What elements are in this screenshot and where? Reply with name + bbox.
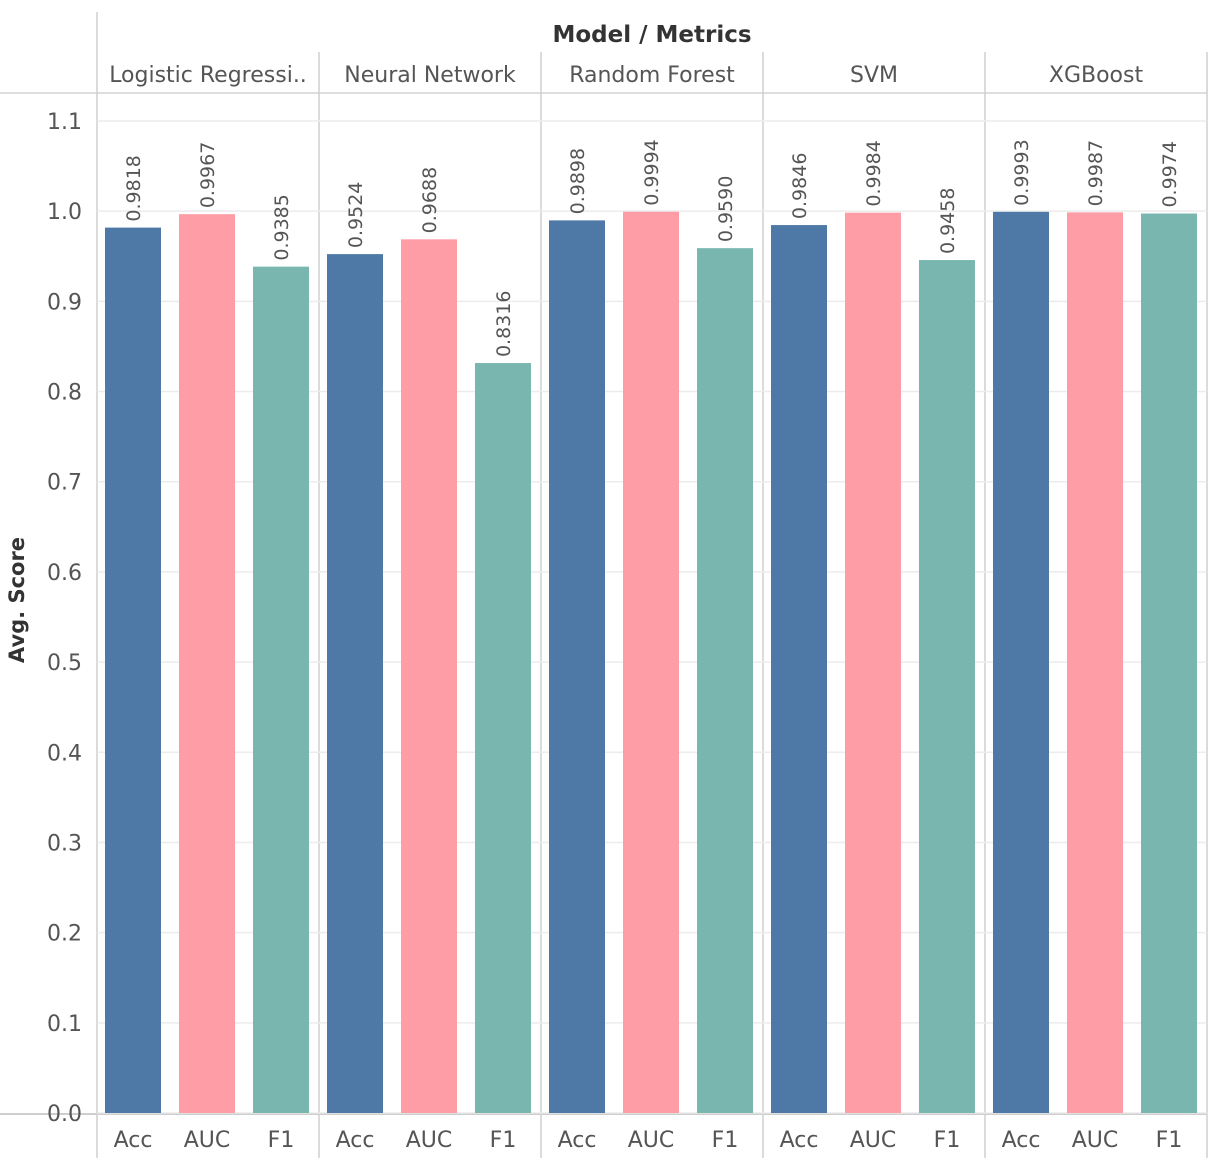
metric-label: AUC: [184, 1128, 231, 1153]
metric-label: F1: [1156, 1128, 1183, 1153]
data-label: 0.9818: [123, 155, 145, 221]
bar-acc: [327, 254, 383, 1113]
bar-auc: [1067, 212, 1123, 1113]
metric-label: AUC: [1072, 1128, 1119, 1153]
bars: [105, 211, 1197, 1114]
metric-label: Acc: [114, 1128, 153, 1153]
metric-axis-labels: Acc AUC F1 Acc AUC F1 Acc AUC F1 Acc AUC F1 Acc AUC F1: [114, 1128, 1183, 1153]
metric-label: Acc: [1002, 1128, 1041, 1153]
y-axis-title: Avg. Score: [5, 537, 29, 663]
data-label: 0.9967: [197, 142, 219, 208]
model-header: Neural Network: [344, 63, 516, 88]
data-label: 0.9898: [567, 148, 589, 214]
model-header: SVM: [850, 63, 898, 88]
bar-acc: [771, 225, 827, 1113]
data-label: 0.9458: [937, 188, 959, 254]
data-label: 0.9590: [715, 176, 737, 242]
y-tick-label: 0.4: [47, 741, 82, 766]
data-label: 0.9993: [1011, 139, 1033, 205]
metric-label: AUC: [628, 1128, 675, 1153]
y-tick-label: 0.8: [47, 381, 82, 406]
bar-f1: [253, 266, 309, 1113]
bar-f1: [919, 260, 975, 1113]
model-header: XGBoost: [1049, 63, 1144, 88]
metric-label: F1: [712, 1128, 739, 1153]
bar-auc: [845, 212, 901, 1113]
metric-label: F1: [934, 1128, 961, 1153]
bar-f1: [1141, 213, 1197, 1113]
metric-label: F1: [490, 1128, 517, 1153]
header-title: Model / Metrics: [552, 22, 751, 48]
y-tick-label: 1.1: [47, 110, 82, 135]
metric-label: AUC: [850, 1128, 897, 1153]
y-tick-label: 0.5: [47, 651, 82, 676]
y-tick-label: 0.3: [47, 831, 82, 856]
data-label: 0.9688: [419, 167, 441, 233]
y-axis-ticks: 0.0 0.1 0.2 0.3 0.4 0.5 0.6 0.7 0.8 0.9 1.0 1.1: [47, 110, 82, 1127]
data-label: 0.9524: [345, 182, 367, 248]
bar-acc: [993, 211, 1049, 1113]
bar-acc: [105, 227, 161, 1113]
y-tick-label: 0.6: [47, 561, 82, 586]
data-label: 0.9974: [1159, 141, 1181, 207]
metric-label: Acc: [780, 1128, 819, 1153]
metric-label: F1: [268, 1128, 295, 1153]
bar-f1: [475, 363, 531, 1114]
bar-auc: [179, 214, 235, 1113]
bar-auc: [401, 239, 457, 1113]
data-label: 0.9385: [271, 194, 293, 260]
bar-acc: [549, 220, 605, 1113]
metric-label: Acc: [558, 1128, 597, 1153]
data-label: 0.9846: [789, 153, 811, 219]
column-headers: Logistic Regressi.. Neural Network Random …: [109, 63, 1143, 88]
data-label: 0.8316: [493, 291, 515, 357]
model-header: Random Forest: [569, 63, 735, 88]
data-label: 0.9984: [863, 140, 885, 206]
model-header: Logistic Regressi..: [109, 63, 307, 88]
y-tick-label: 1.0: [47, 200, 82, 225]
bar-auc: [623, 211, 679, 1114]
y-tick-label: 0.7: [47, 471, 82, 496]
data-label: 0.9994: [641, 139, 663, 205]
chart-frame: [0, 12, 1208, 1158]
bar-f1: [697, 248, 753, 1113]
data-label: 0.9987: [1085, 140, 1107, 206]
metric-label: AUC: [406, 1128, 453, 1153]
y-tick-label: 0.0: [47, 1102, 82, 1127]
data-labels: 0.9818 0.9967 0.9385 0.9524 0.9688 0.8316 0.98…: [123, 139, 1181, 357]
y-tick-label: 0.2: [47, 922, 82, 947]
y-tick-label: 0.9: [47, 290, 82, 315]
metric-label: Acc: [336, 1128, 375, 1153]
y-tick-label: 0.1: [47, 1012, 82, 1037]
